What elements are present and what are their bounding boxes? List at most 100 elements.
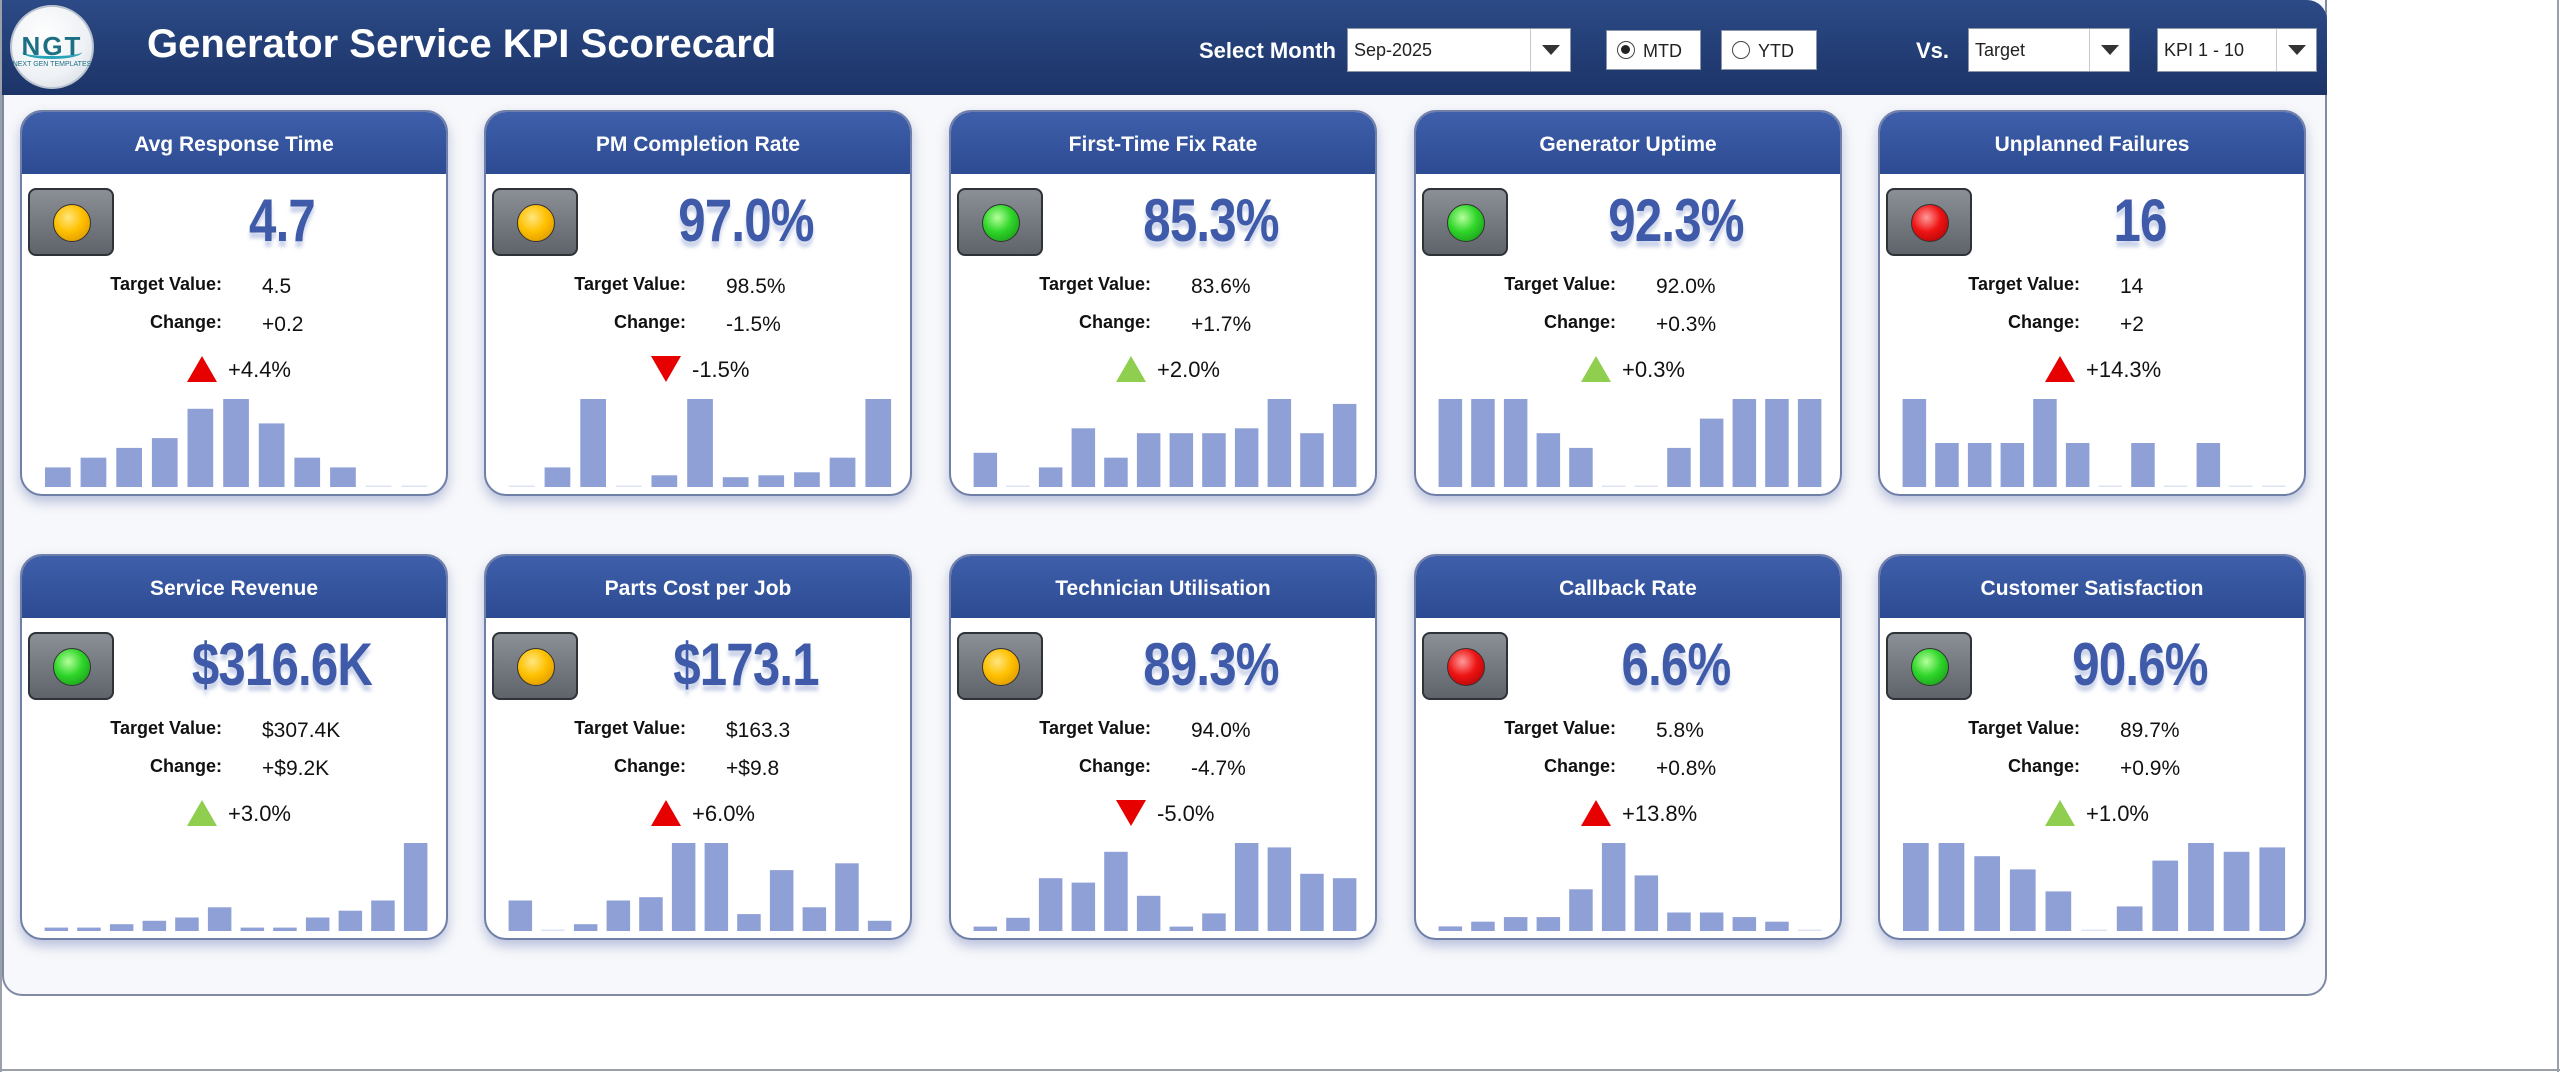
change-value: +0.9% bbox=[2120, 757, 2181, 780]
trend-bar bbox=[365, 485, 392, 487]
trend-bar bbox=[508, 900, 533, 931]
percent-change: +14.3% bbox=[2086, 357, 2162, 382]
trend-bar bbox=[2000, 443, 2025, 487]
kpi-card: Customer Satisfaction 90.6% Target Value: 8… bbox=[1878, 554, 2306, 940]
kpi-range-dropdown[interactable]: KPI 1 - 10 bbox=[2157, 28, 2317, 72]
target-value: $163.3 bbox=[726, 719, 791, 742]
target-value-label: Target Value: bbox=[110, 274, 222, 294]
percent-change: +4.4% bbox=[228, 357, 291, 382]
trend-bar bbox=[1634, 875, 1659, 931]
change-value: +1.7% bbox=[1191, 313, 1252, 336]
target-value: 4.5 bbox=[262, 275, 292, 298]
change-label: Change: bbox=[150, 312, 222, 332]
kpi-value: 92.3% bbox=[1608, 187, 1744, 254]
trend-bar bbox=[1667, 912, 1691, 931]
logo-subtitle: NEXT GEN TEMPLATES bbox=[12, 61, 92, 68]
triangle-up-icon bbox=[2045, 800, 2075, 826]
triangle-up-icon bbox=[2045, 356, 2075, 382]
kpi-card: Avg Response Time 4.7 Target Value: 4.5 Chan… bbox=[20, 110, 448, 496]
kpi-value: 97.0% bbox=[678, 187, 814, 254]
target-value-label: Target Value: bbox=[574, 718, 686, 738]
trend-bar bbox=[1536, 917, 1561, 931]
kpi-card-title: Customer Satisfaction bbox=[1980, 577, 2204, 600]
ytd-radio[interactable]: YTD bbox=[1721, 30, 1817, 70]
trend-bar bbox=[371, 900, 395, 931]
kpi-value: $316.6K bbox=[191, 631, 373, 698]
chevron-down-icon[interactable] bbox=[2276, 29, 2316, 71]
kpi-value: 6.6% bbox=[1621, 631, 1732, 698]
status-light bbox=[492, 188, 578, 256]
trend-bar bbox=[2131, 443, 2155, 487]
trend-bar bbox=[175, 917, 199, 931]
chevron-down-icon[interactable] bbox=[1530, 29, 1570, 71]
trend-bar bbox=[544, 467, 571, 487]
trend-bar bbox=[1104, 457, 1128, 487]
change-label: Change: bbox=[1079, 312, 1151, 332]
trend-bar bbox=[758, 475, 785, 487]
kpi-range-dropdown-value: KPI 1 - 10 bbox=[2164, 40, 2245, 60]
kpi-card-header: Callback Rate bbox=[1416, 556, 1840, 618]
trend-bar bbox=[1967, 443, 1992, 487]
trend-bar bbox=[973, 926, 998, 931]
trend-bar bbox=[1903, 843, 1929, 931]
trend-bar bbox=[1765, 921, 1789, 931]
triangle-up-icon bbox=[651, 800, 681, 826]
status-light bbox=[1422, 632, 1508, 700]
trend-bar bbox=[829, 457, 856, 487]
trend-bar bbox=[973, 452, 998, 487]
target-value: 5.8% bbox=[1656, 719, 1704, 742]
kpi-card-header: First-Time Fix Rate bbox=[951, 112, 1375, 174]
trend-bar-chart bbox=[1438, 843, 1822, 931]
change-label: Change: bbox=[1544, 756, 1616, 776]
trend-bar bbox=[1902, 399, 1927, 487]
trend-bar bbox=[794, 472, 820, 487]
comparison-dropdown[interactable]: Target bbox=[1968, 28, 2130, 72]
trend-bar bbox=[151, 438, 178, 487]
month-dropdown[interactable]: Sep-2025 bbox=[1347, 28, 1571, 72]
trend-bar bbox=[1300, 873, 1324, 931]
trend-bar bbox=[338, 910, 363, 931]
window-border-left bbox=[0, 0, 2, 1072]
trend-bar bbox=[2045, 891, 2072, 931]
trend-bar bbox=[2223, 851, 2250, 931]
triangle-up-icon bbox=[1581, 800, 1611, 826]
kpi-card: Callback Rate 6.6% Target Value: 5.8% Change… bbox=[1414, 554, 1842, 940]
trend-bar bbox=[1300, 433, 1324, 487]
trend-bar bbox=[1601, 843, 1626, 931]
trend-bar bbox=[1332, 878, 1357, 931]
traffic-light-icon bbox=[982, 204, 1020, 242]
trend-bar bbox=[1038, 878, 1063, 931]
trend-bar bbox=[1136, 895, 1161, 931]
trend-bar bbox=[2116, 906, 2143, 931]
trend-bar bbox=[1104, 851, 1128, 931]
trend-bar-chart bbox=[1902, 399, 2286, 487]
kpi-card-title: Callback Rate bbox=[1559, 577, 1697, 600]
target-value-label: Target Value: bbox=[1504, 718, 1616, 738]
trend-bar bbox=[1569, 447, 1593, 487]
radio-unselected-icon[interactable] bbox=[1732, 41, 1750, 59]
trend-bar bbox=[2261, 485, 2286, 487]
trend-bar bbox=[2259, 847, 2286, 931]
triangle-down-icon bbox=[1116, 800, 1146, 826]
triangle-up-icon bbox=[1116, 356, 1146, 382]
trend-bar bbox=[403, 843, 428, 931]
chevron-down-icon[interactable] bbox=[2089, 29, 2129, 71]
vs-label: Vs. bbox=[1916, 38, 1950, 63]
kpi-card-header: PM Completion Rate bbox=[486, 112, 910, 174]
kpi-card-title: Generator Uptime bbox=[1539, 133, 1717, 156]
change-value: +2 bbox=[2120, 313, 2144, 336]
trend-bar bbox=[867, 920, 892, 931]
trend-bar bbox=[1503, 399, 1528, 487]
target-value: 92.0% bbox=[1656, 275, 1716, 298]
change-label: Change: bbox=[1544, 312, 1616, 332]
trend-bar bbox=[273, 927, 297, 931]
target-value-label: Target Value: bbox=[1504, 274, 1616, 294]
target-value: $307.4K bbox=[262, 719, 341, 742]
trend-bar bbox=[1634, 485, 1659, 487]
change-value: +0.3% bbox=[1656, 313, 1717, 336]
mtd-radio[interactable]: MTD bbox=[1606, 30, 1701, 70]
kpi-card-title: Unplanned Failures bbox=[1994, 133, 2190, 156]
trend-bar bbox=[1471, 921, 1495, 931]
header-bar: NGT NEXT GEN TEMPLATES Generator Service… bbox=[2, 0, 2327, 95]
radio-selected-icon[interactable] bbox=[1617, 41, 1635, 59]
